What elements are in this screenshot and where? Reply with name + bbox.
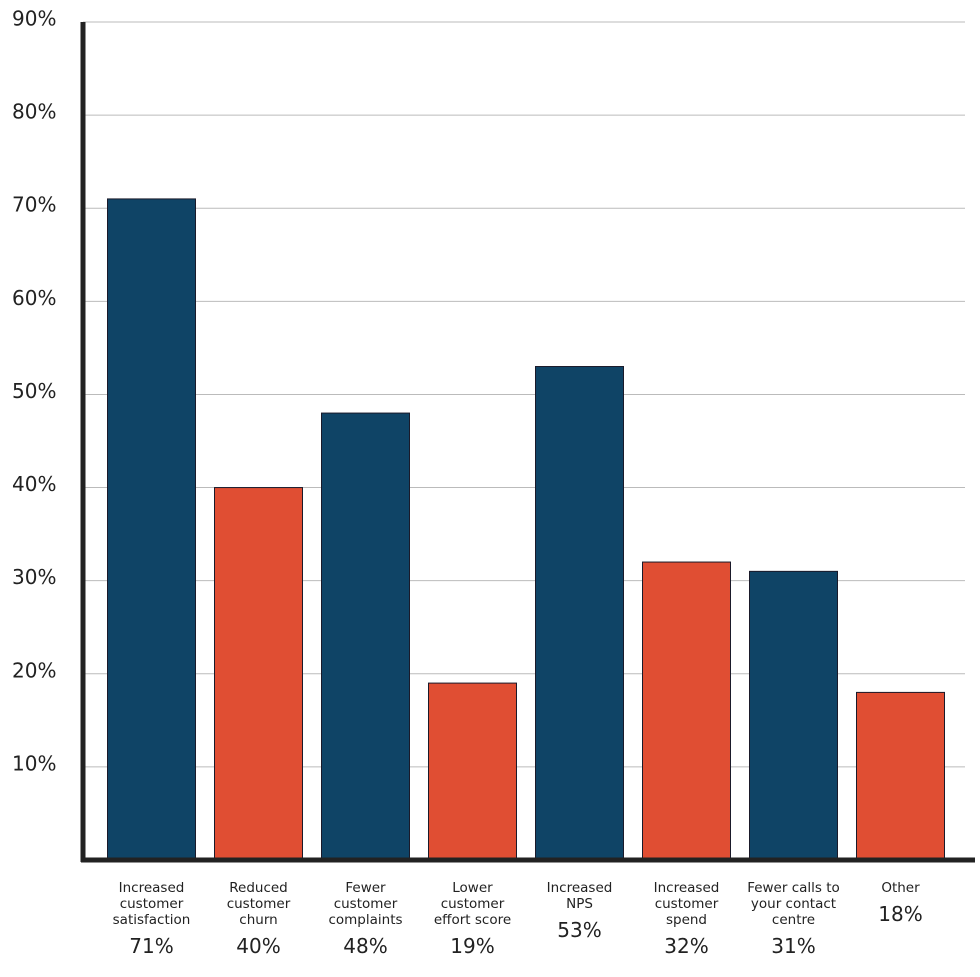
bar <box>214 487 303 861</box>
y-tick-label: 90% <box>12 7 56 31</box>
bar <box>642 561 731 861</box>
value-label: 18% <box>878 902 923 926</box>
bar <box>428 682 517 861</box>
category-label-group: Lower customer effort score 19% <box>425 880 521 958</box>
y-tick-label: 50% <box>12 379 56 403</box>
bar <box>856 691 945 861</box>
value-label: 71% <box>129 934 174 958</box>
x-tick-label: Other <box>881 880 920 896</box>
category-label-group: Fewer customer complaints 48% <box>318 880 414 958</box>
category-label-group: Other 18% <box>853 880 949 926</box>
x-tick-label: Fewer customer complaints <box>328 880 403 928</box>
category-label-group: Increased customer satisfaction 71% <box>104 880 200 958</box>
x-tick-label: Increased NPS <box>546 880 613 912</box>
bar <box>321 412 410 861</box>
x-tick-label: Reduced customer churn <box>226 880 291 928</box>
value-label: 32% <box>664 934 709 958</box>
category-label-group: Increased customer spend 32% <box>639 880 735 958</box>
bar <box>107 198 196 861</box>
x-tick-label: Increased customer spend <box>653 880 720 928</box>
value-label: 40% <box>236 934 281 958</box>
category-label-group: Reduced customer churn 40% <box>211 880 307 958</box>
y-tick-label: 10% <box>12 751 56 775</box>
category-label-group: Fewer calls to your contact centre 31% <box>746 880 842 958</box>
value-label: 19% <box>450 934 495 958</box>
value-label: 53% <box>557 918 602 942</box>
y-tick-label: 30% <box>12 565 56 589</box>
value-label: 31% <box>771 934 816 958</box>
y-tick-label: 70% <box>12 193 56 217</box>
x-tick-label: Increased customer satisfaction <box>112 880 191 928</box>
y-tick-label: 80% <box>12 100 56 124</box>
x-tick-label: Lower customer effort score <box>433 880 512 928</box>
value-label: 48% <box>343 934 388 958</box>
bar <box>749 570 838 861</box>
category-label-group: Increased NPS 53% <box>532 880 628 942</box>
x-tick-label: Fewer calls to your contact centre <box>747 880 840 928</box>
y-tick-label: 60% <box>12 286 56 310</box>
bar <box>535 366 624 861</box>
y-tick-label: 20% <box>12 658 56 682</box>
y-tick-label: 40% <box>12 472 56 496</box>
